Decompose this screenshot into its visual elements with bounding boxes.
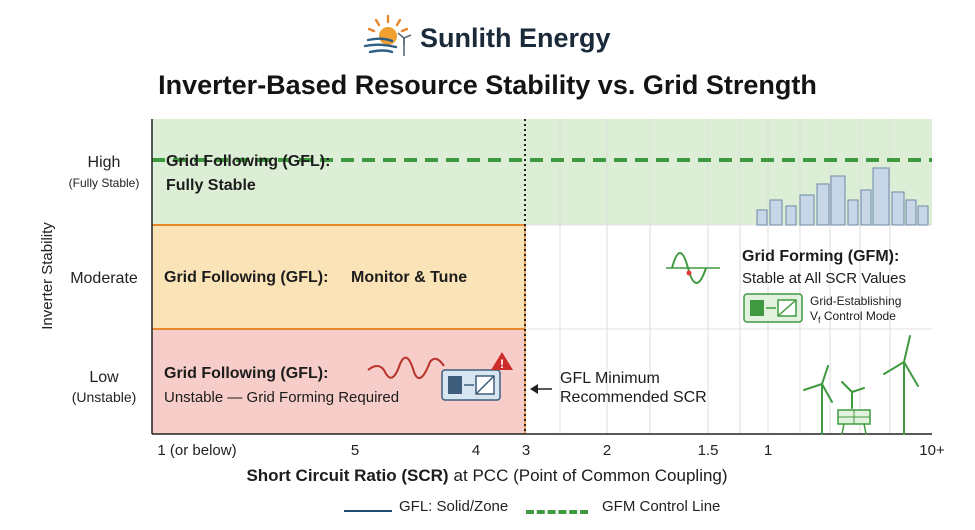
y-axis-title: Inverter Stability <box>39 222 56 330</box>
brand-header: Sunlith Energy <box>0 14 975 58</box>
x-tick-label: 2 <box>603 442 611 459</box>
gfm-device-icon <box>743 293 803 323</box>
zone-high-title: Grid Following (GFL): <box>166 153 330 170</box>
x-axis-title: Short Circuit Ratio (SCR) at PCC (Point o… <box>246 466 727 485</box>
y-level-high-sub: (Fully Stable) <box>69 176 140 190</box>
x-tick-labels: 1 (or below) 5 4 3 2 1.5 1 10+ <box>157 442 945 459</box>
gfm-title: Grid Forming (GFM): <box>742 248 899 265</box>
gfm-device-line2-sub: f <box>818 315 821 325</box>
x-axis-title-rest: at PCC (Point of Common Coupling) <box>454 466 728 485</box>
chart-title: Inverter-Based Resource Stability vs. Gr… <box>158 70 817 100</box>
brand-name: Sunlith Energy <box>420 23 611 53</box>
legend-gfm-label: GFM Control Line <box>602 498 721 515</box>
city-skyline-icon <box>756 167 929 226</box>
x-tick-label: 3 <box>522 442 530 459</box>
svg-text:!: ! <box>500 357 504 371</box>
y-level-moderate: Moderate <box>70 270 138 287</box>
y-level-low-sub: (Unstable) <box>72 389 137 405</box>
gfm-subtitle: Stable at All SCR Values <box>742 270 906 287</box>
x-tick-label: 1 (or below) <box>157 442 236 459</box>
threshold-label-line1: GFL Minimum <box>560 370 660 387</box>
x-tick-label: 4 <box>472 442 480 459</box>
gfm-device-line1: Grid-Establishing <box>810 294 901 308</box>
x-tick-label: 1.5 <box>698 442 719 459</box>
x-axis-title-bold: Short Circuit Ratio (SCR) <box>246 466 448 485</box>
x-tick-label: 1 <box>764 442 772 459</box>
zone-high-subtitle: Fully Stable <box>166 177 256 194</box>
x-tick-label: 10+ <box>919 442 945 459</box>
threshold-label-line2: Recommended SCR <box>560 389 707 406</box>
wind-solar-icon <box>803 335 919 435</box>
unstable-waveform-icon <box>367 356 445 380</box>
legend-gfm-swatch <box>526 510 588 514</box>
zone-moderate <box>152 225 525 329</box>
legend-gfl-label: GFL: Solid/Zone <box>399 498 509 515</box>
threshold-arrow-icon <box>530 384 552 394</box>
inverter-warning-icon: ! <box>441 352 513 401</box>
legend-gfl-swatch <box>344 510 392 512</box>
stability-chart: Inverter Stability High (Fully Stable) M… <box>39 119 945 485</box>
y-level-high: High <box>88 154 121 171</box>
gfm-sine-wave-icon <box>666 252 720 284</box>
gfm-device-line2-rest: Control Mode <box>821 309 897 323</box>
zone-low-title: Grid Following (GFL): <box>164 365 328 382</box>
zone-moderate-subtitle: Monitor & Tune <box>351 269 467 286</box>
grid-lines <box>559 119 891 434</box>
zone-high-full <box>152 119 932 225</box>
gfm-device-line2: Vf Control Mode <box>810 309 896 325</box>
zone-moderate-title: Grid Following (GFL): <box>164 269 328 286</box>
sun-wind-logo-icon <box>363 14 412 56</box>
y-level-low: Low <box>89 369 119 386</box>
legend: GFL: Solid/Zone GFM Control Line <box>0 498 975 522</box>
x-tick-label: 5 <box>351 442 359 459</box>
gfm-device-line2-prefix: V <box>810 309 818 323</box>
zone-low-subtitle: Unstable — Grid Forming Required <box>164 389 399 406</box>
